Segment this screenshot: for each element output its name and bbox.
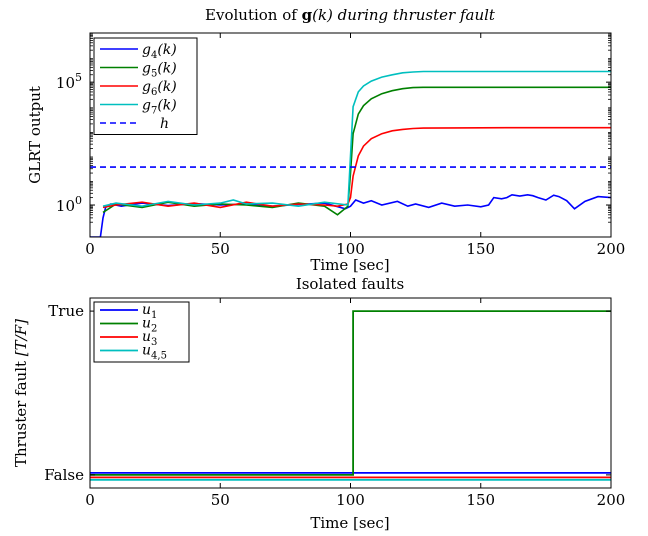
x-tick-label: 200 bbox=[597, 491, 626, 509]
chart-top-legend: g4(k)g5(k)g6(k)g7(k)h bbox=[93, 37, 198, 135]
x-tick-label: 50 bbox=[211, 240, 230, 258]
x-tick-label: 150 bbox=[466, 240, 495, 258]
chart-top-title: Evolution of g(k) during thruster fault bbox=[205, 6, 496, 24]
legend-label: u2 bbox=[142, 316, 157, 335]
y-tick-label: 105 bbox=[56, 71, 82, 92]
chart-top-xlabel: Time [sec] bbox=[310, 256, 389, 274]
legend-label: u3 bbox=[142, 329, 157, 348]
legend-label: u1 bbox=[142, 302, 157, 321]
legend-label: g4(k) bbox=[142, 42, 177, 61]
x-tick-label: 100 bbox=[336, 240, 365, 258]
x-tick-label: 0 bbox=[85, 240, 95, 258]
y-tick-label: False bbox=[44, 466, 84, 484]
series-line-g5k bbox=[102, 86, 611, 216]
x-tick-label: 200 bbox=[597, 240, 626, 258]
series-line-u2 bbox=[90, 310, 611, 476]
x-tick-label: 50 bbox=[211, 491, 230, 509]
y-tick-label: 100 bbox=[56, 194, 82, 215]
chart-bottom-title: Isolated faults bbox=[296, 275, 404, 293]
legend-label: g7(k) bbox=[142, 98, 177, 117]
x-tick-label: 100 bbox=[336, 491, 365, 509]
x-tick-label: 0 bbox=[85, 491, 95, 509]
chart-top-ylabel: GLRT output bbox=[26, 86, 44, 184]
chart-top: Evolution of g(k) during thruster fault … bbox=[26, 6, 625, 274]
x-tick-label: 150 bbox=[466, 491, 495, 509]
series-line-g7k bbox=[102, 70, 611, 208]
chart-bottom-ylabel: Thruster fault [T/F] bbox=[12, 319, 30, 467]
legend-box bbox=[93, 301, 190, 363]
chart-bottom: Isolated faults 0 50 100 150 200 False True Ti… bbox=[12, 275, 625, 532]
legend-label: g6(k) bbox=[142, 79, 177, 98]
legend-label: h bbox=[160, 116, 169, 132]
chart-bottom-xlabel: Time [sec] bbox=[310, 514, 389, 532]
legend-label: u4,5 bbox=[142, 343, 167, 362]
y-tick-label: True bbox=[48, 302, 84, 320]
bottom-series-group bbox=[90, 310, 611, 481]
series-line-g6k bbox=[102, 126, 611, 209]
legend-label: g5(k) bbox=[142, 61, 177, 80]
top-series-group bbox=[90, 70, 611, 237]
